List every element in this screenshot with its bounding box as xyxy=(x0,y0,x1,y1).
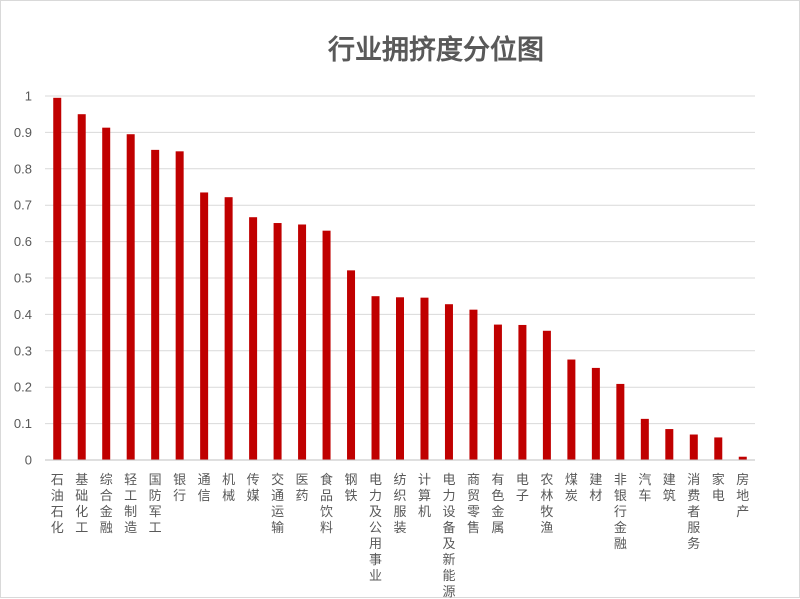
bar-汽车 xyxy=(640,418,649,460)
bar-医药 xyxy=(298,224,307,460)
x-tick-label: 农林牧渔 xyxy=(540,473,553,536)
x-tick-label: 轻工制造 xyxy=(124,473,137,536)
x-axis: 石油石化基础化工综合金融轻工制造国防军工银行通信机械传媒交通运输医药食品饮料钢铁… xyxy=(51,472,750,599)
bar-机械 xyxy=(224,197,233,460)
x-tick-label: 医药 xyxy=(296,473,309,504)
x-tick-label: 纺织服装 xyxy=(393,473,406,536)
bar-钢铁 xyxy=(347,270,356,460)
bar-交通运输 xyxy=(273,223,282,460)
x-tick-label: 消费者服务 xyxy=(687,473,700,552)
x-tick-label: 家电 xyxy=(712,472,725,504)
x-tick-label: 建筑 xyxy=(663,473,676,504)
x-tick-label: 国防军工 xyxy=(149,473,162,536)
x-tick-label: 房地产 xyxy=(736,472,749,520)
y-tick-label: 1 xyxy=(25,89,32,104)
y-axis: 0 0.1 0.2 0.3 0.4 0.5 0.6 0.7 0.8 0.9 1 xyxy=(14,89,32,468)
y-tick-label: 0.1 xyxy=(14,416,32,431)
y-tick-label: 0.5 xyxy=(14,271,32,286)
chart-title: 行业拥挤度分位图 xyxy=(327,34,544,66)
bar-电力及公用事业 xyxy=(371,296,380,460)
y-tick-label: 0.3 xyxy=(14,343,32,358)
bar-消费者服务 xyxy=(689,434,698,460)
y-tick-label: 0.2 xyxy=(14,380,32,395)
bar-非银行金融 xyxy=(616,383,625,460)
y-tick-label: 0.7 xyxy=(14,198,32,213)
bar-房地产 xyxy=(738,456,747,460)
x-tick-label: 电力设备及新能源 xyxy=(442,473,455,599)
x-tick-label: 有色金属 xyxy=(491,473,504,536)
bar-煤炭 xyxy=(567,359,576,460)
x-tick-label: 电力及公用事业 xyxy=(369,473,382,584)
bar-银行 xyxy=(175,151,184,460)
x-tick-label: 煤炭 xyxy=(565,473,578,504)
x-tick-label: 机械 xyxy=(222,473,235,504)
x-tick-label: 银行 xyxy=(173,473,186,504)
bar-通信 xyxy=(200,192,209,460)
x-tick-label: 计算机 xyxy=(418,473,431,520)
x-tick-label: 建材 xyxy=(589,473,602,504)
x-tick-label: 综合金融 xyxy=(100,473,113,536)
bar-家电 xyxy=(714,437,723,460)
x-tick-label: 汽车 xyxy=(638,473,651,504)
bar-基础化工 xyxy=(77,114,86,460)
x-tick-label: 电子 xyxy=(516,473,529,504)
bar-综合金融 xyxy=(102,127,111,460)
x-tick-label: 传媒 xyxy=(247,473,260,504)
y-tick-label: 0.4 xyxy=(14,307,32,322)
x-tick-label: 非银行金融 xyxy=(614,473,627,552)
y-tick-label: 0.9 xyxy=(14,125,32,140)
y-tick-label: 0.6 xyxy=(14,234,32,249)
gridlines xyxy=(45,95,755,425)
bar-食品饮料 xyxy=(322,230,331,460)
bar-电力设备及新能源 xyxy=(444,304,453,460)
bar-商贸零售 xyxy=(469,309,478,460)
bar-电子 xyxy=(518,324,527,460)
bar-有色金属 xyxy=(493,324,502,460)
x-tick-label: 交通运输 xyxy=(271,472,284,536)
x-tick-label: 食品饮料 xyxy=(320,472,333,536)
bar-石油石化 xyxy=(53,97,62,460)
bar-纺织服装 xyxy=(396,297,404,460)
bar-轻工制造 xyxy=(126,134,135,460)
bar-建材 xyxy=(591,367,600,460)
bar-建筑 xyxy=(665,429,674,460)
bars xyxy=(53,97,747,460)
x-tick-label: 石油石化 xyxy=(51,473,64,536)
bar-农林牧渔 xyxy=(542,330,551,460)
x-tick-label: 商贸零售 xyxy=(467,473,480,536)
bar-计算机 xyxy=(420,297,429,460)
x-tick-label: 钢铁 xyxy=(345,473,358,504)
x-tick-label: 通信 xyxy=(198,473,211,504)
y-tick-label: 0.8 xyxy=(14,161,32,176)
x-tick-label: 基础化工 xyxy=(75,473,88,536)
y-tick-label: 0 xyxy=(25,453,32,468)
bar-国防军工 xyxy=(151,149,160,460)
bar-传媒 xyxy=(249,217,258,460)
